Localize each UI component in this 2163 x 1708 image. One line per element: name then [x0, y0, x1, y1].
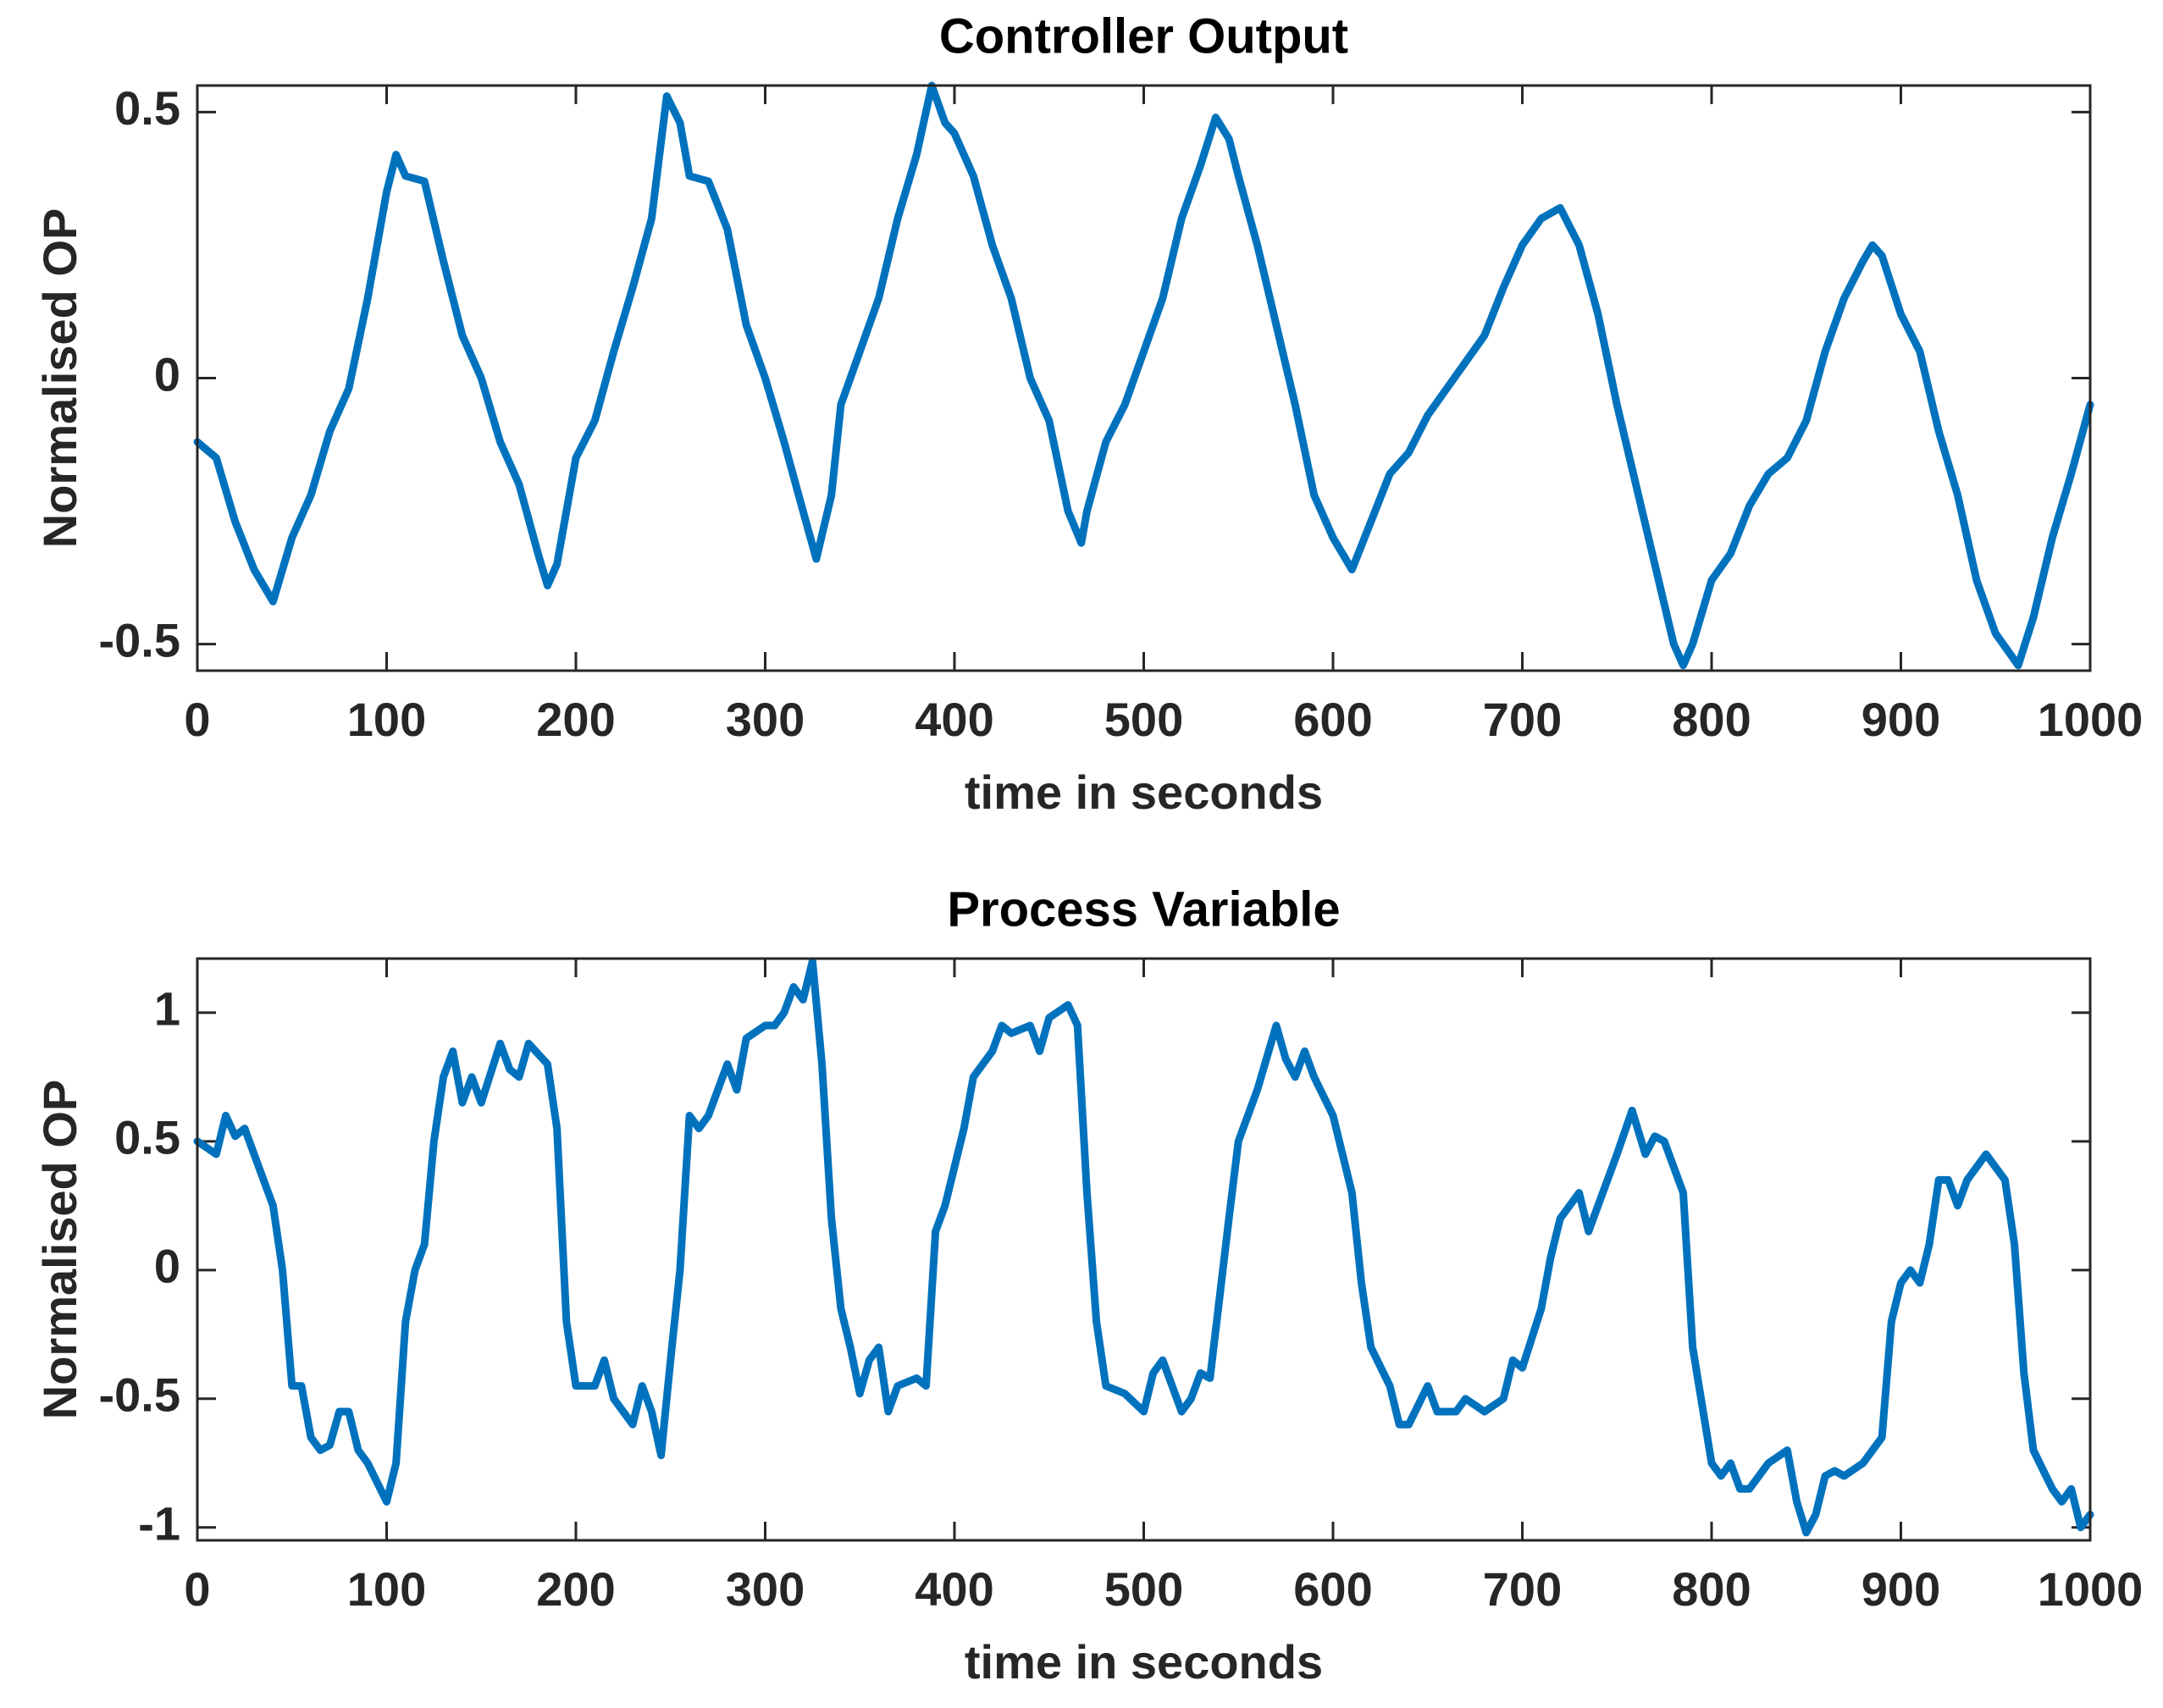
- data-line: [193, 957, 2094, 1537]
- x-tick-label: 500: [1104, 1562, 1183, 1616]
- y-axis-label: Normalised OP: [33, 208, 86, 548]
- x-tick-label: 200: [536, 1562, 615, 1616]
- y-tick-label: 0.5: [114, 81, 180, 135]
- x-tick-label: 1000: [2038, 693, 2144, 746]
- x-tick-label: 700: [1483, 1562, 1562, 1616]
- y-tick-label: -0.5: [99, 1368, 181, 1422]
- x-tick-label: 400: [915, 1562, 993, 1616]
- chart-title: Process Variable: [947, 882, 1340, 937]
- x-tick-label: 200: [536, 693, 615, 746]
- y-tick-label: 0.5: [114, 1111, 180, 1164]
- axes-background: [197, 959, 2090, 1540]
- y-tick-label: -1: [138, 1497, 180, 1550]
- x-tick-label: 100: [347, 1562, 426, 1616]
- x-tick-label: 0: [184, 693, 210, 746]
- data-line: [193, 81, 2094, 670]
- y-tick-label: 0: [154, 1240, 180, 1293]
- x-tick-label: 800: [1672, 1562, 1751, 1616]
- x-tick-label: 300: [726, 1562, 805, 1616]
- x-tick-label: 700: [1483, 693, 1562, 746]
- y-tick-label: 1: [154, 982, 180, 1036]
- y-tick-label: 0: [154, 347, 180, 401]
- axes-box: [196, 84, 2092, 672]
- x-tick-label: 100: [347, 693, 426, 746]
- x-tick-label: 600: [1293, 693, 1372, 746]
- x-tick-label: 300: [726, 693, 805, 746]
- x-tick-label: 800: [1672, 693, 1751, 746]
- x-axis-label: time in seconds: [965, 766, 1323, 819]
- x-tick-label: 600: [1293, 1562, 1372, 1616]
- y-axis-label: Normalised OP: [33, 1080, 86, 1419]
- x-axis-label: time in seconds: [965, 1635, 1323, 1689]
- x-tick-label: 1000: [2038, 1562, 2144, 1616]
- y-tick-label: -0.5: [99, 613, 181, 666]
- x-tick-label: 900: [1862, 693, 1940, 746]
- x-tick-label: 0: [184, 1562, 210, 1616]
- chart-title: Controller Output: [939, 8, 1348, 64]
- x-tick-label: 900: [1862, 1562, 1940, 1616]
- axes-background: [197, 86, 2090, 671]
- x-tick-label: 500: [1104, 693, 1183, 746]
- x-tick-label: 400: [915, 693, 993, 746]
- axes-box: [196, 957, 2092, 1542]
